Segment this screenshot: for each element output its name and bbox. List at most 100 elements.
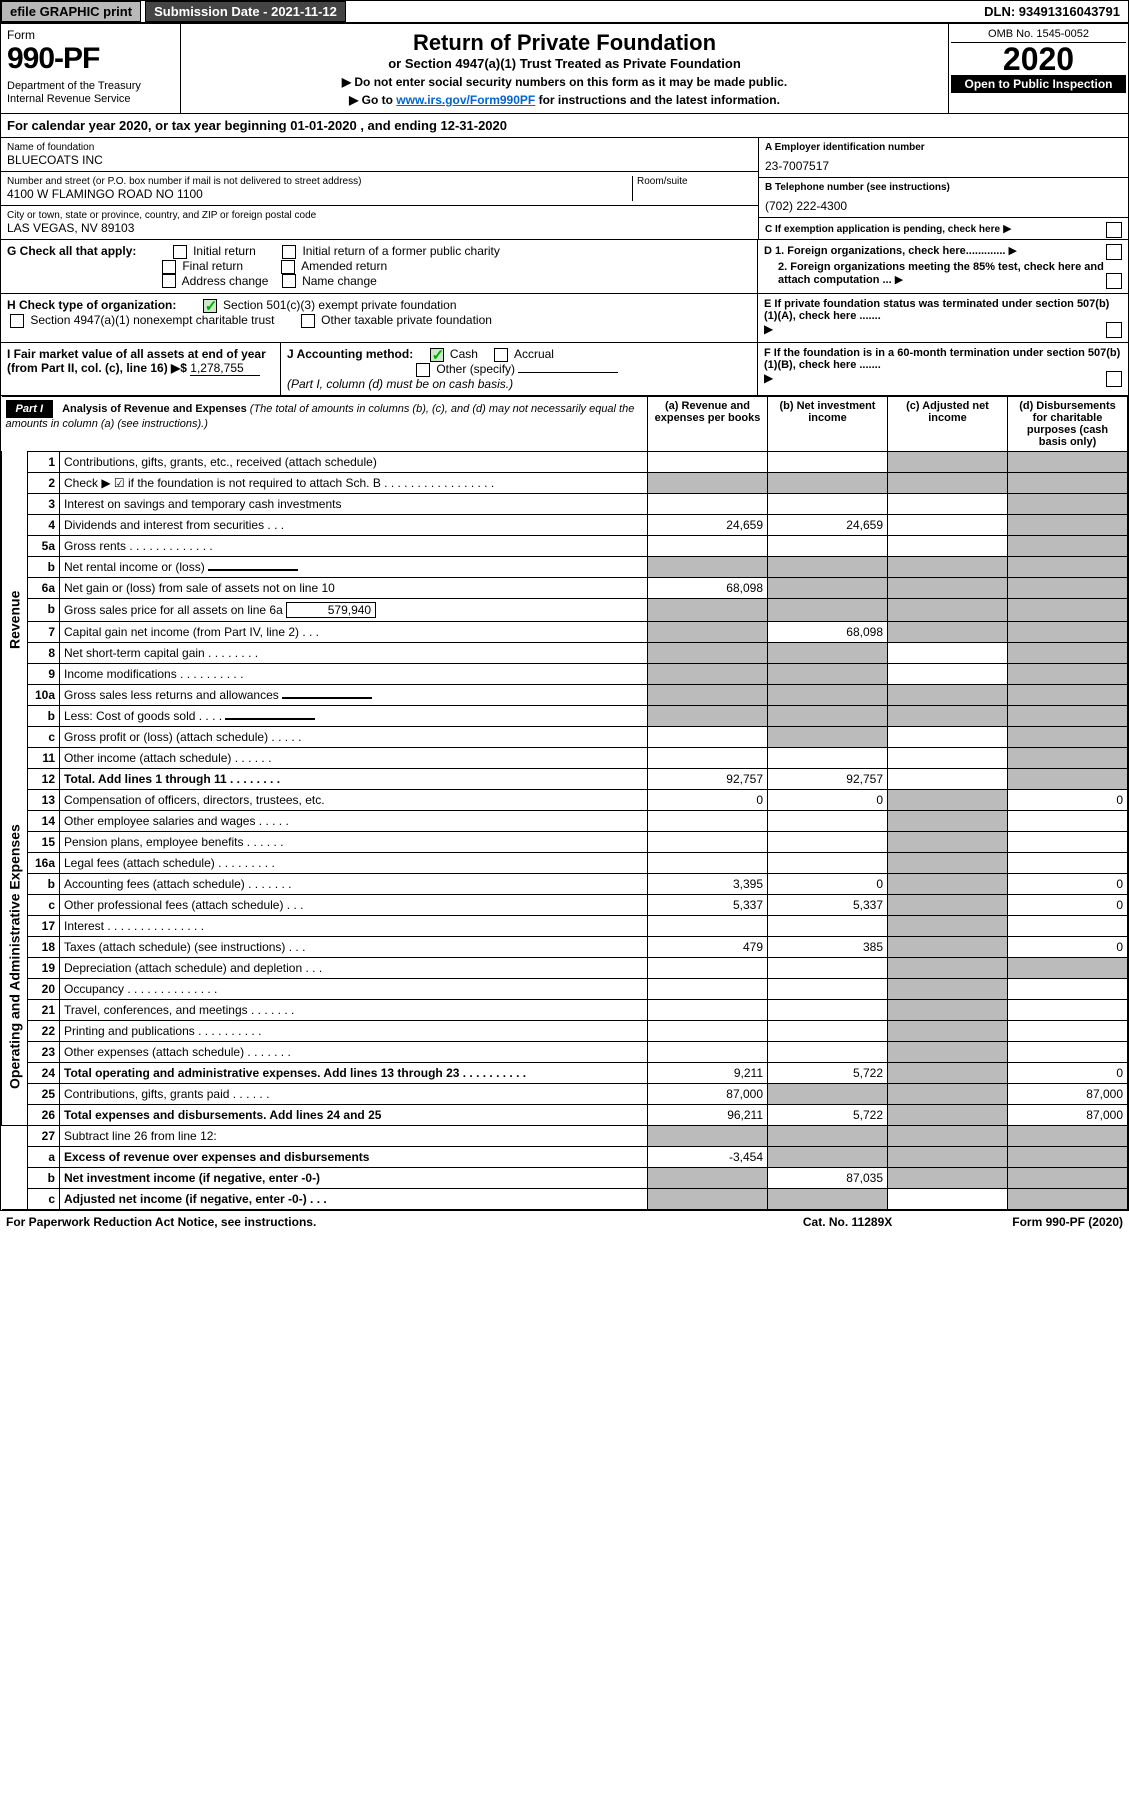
amount-cell (888, 852, 1008, 873)
amount-cell (648, 598, 768, 621)
amount-cell (888, 915, 1008, 936)
amount-cell (648, 556, 768, 577)
form-link[interactable]: www.irs.gov/Form990PF (396, 93, 535, 107)
tel-value: (702) 222-4300 (765, 199, 1122, 213)
j-accrual-checkbox[interactable] (494, 348, 508, 362)
f-checkbox[interactable] (1106, 371, 1122, 387)
amount-cell (1008, 1146, 1128, 1167)
amount-cell (888, 684, 1008, 705)
g-name-checkbox[interactable] (282, 274, 296, 288)
amount-cell: 24,659 (648, 514, 768, 535)
amount-cell (1008, 577, 1128, 598)
amount-cell: 5,337 (648, 894, 768, 915)
row-num: 4 (28, 514, 60, 535)
row-desc: Other income (attach schedule) . . . . .… (60, 747, 648, 768)
g-amended-checkbox[interactable] (281, 260, 295, 274)
amount-cell (888, 831, 1008, 852)
amount-cell (1008, 663, 1128, 684)
amount-cell (768, 556, 888, 577)
city-value: LAS VEGAS, NV 89103 (7, 221, 752, 235)
row-num: b (28, 598, 60, 621)
amount-cell (1008, 1125, 1128, 1146)
d2-checkbox[interactable] (1106, 273, 1122, 289)
amount-cell (888, 472, 1008, 493)
amount-cell (648, 663, 768, 684)
amount-cell (888, 577, 1008, 598)
amount-cell (1008, 472, 1128, 493)
amount-cell (1008, 493, 1128, 514)
amount-cell (888, 768, 1008, 789)
e-label: E If private foundation status was termi… (764, 298, 1122, 322)
row-num: 5a (28, 535, 60, 556)
d1-checkbox[interactable] (1106, 244, 1122, 260)
row-num: 12 (28, 768, 60, 789)
row-num: 21 (28, 999, 60, 1020)
amount-cell: 385 (768, 936, 888, 957)
amount-cell: 9,211 (648, 1062, 768, 1083)
h-other-checkbox[interactable] (301, 314, 315, 328)
j-cash-checkbox[interactable] (430, 348, 444, 362)
row-desc: Adjusted net income (if negative, enter … (60, 1188, 648, 1209)
amount-cell: 5,722 (768, 1104, 888, 1125)
e-checkbox[interactable] (1106, 322, 1122, 338)
submission-button[interactable]: Submission Date - 2021-11-12 (145, 1, 346, 22)
amount-cell: 0 (768, 873, 888, 894)
form-label: Form (7, 28, 174, 42)
row-desc: Subtract line 26 from line 12: (60, 1125, 648, 1146)
c-checkbox[interactable] (1106, 222, 1122, 238)
row-num: b (28, 1167, 60, 1188)
amount-cell (1008, 598, 1128, 621)
row-desc: Printing and publications . . . . . . . … (60, 1020, 648, 1041)
entity-info: Name of foundation BLUECOATS INC Number … (1, 138, 1128, 240)
row-num: b (28, 556, 60, 577)
efile-button[interactable]: efile GRAPHIC print (1, 1, 141, 22)
h-501c3-checkbox[interactable] (203, 299, 217, 313)
amount-cell (1008, 915, 1128, 936)
amount-cell (768, 852, 888, 873)
amount-cell (648, 1125, 768, 1146)
amount-cell (648, 915, 768, 936)
amount-cell (888, 1062, 1008, 1083)
amount-cell (768, 577, 888, 598)
amount-cell (888, 747, 1008, 768)
amount-cell (768, 451, 888, 472)
topbar: efile GRAPHIC print Submission Date - 20… (1, 1, 1128, 24)
amount-cell (1008, 642, 1128, 663)
g-address-checkbox[interactable] (162, 274, 176, 288)
amount-cell (768, 726, 888, 747)
amount-cell (888, 514, 1008, 535)
h-4947-checkbox[interactable] (10, 314, 24, 328)
amount-cell (888, 873, 1008, 894)
g-initial-checkbox[interactable] (173, 245, 187, 259)
j-other-checkbox[interactable] (416, 363, 430, 377)
form-title: Return of Private Foundation (187, 30, 942, 56)
amount-cell (1008, 726, 1128, 747)
amount-cell: 87,000 (1008, 1083, 1128, 1104)
amount-cell (888, 621, 1008, 642)
row-desc: Capital gain net income (from Part IV, l… (60, 621, 648, 642)
row-desc: Contributions, gifts, grants, etc., rece… (60, 451, 648, 472)
name-label: Name of foundation (7, 142, 752, 153)
row-num: 11 (28, 747, 60, 768)
instruction-2: ▶ Go to www.irs.gov/Form990PF for instru… (187, 93, 942, 107)
row-num: 23 (28, 1041, 60, 1062)
amount-cell: 0 (1008, 894, 1128, 915)
amount-cell (888, 598, 1008, 621)
g-former-checkbox[interactable] (282, 245, 296, 259)
amount-cell: 479 (648, 936, 768, 957)
g-label: G Check all that apply: (7, 244, 136, 258)
row-num: 9 (28, 663, 60, 684)
amount-cell (768, 663, 888, 684)
g-final-checkbox[interactable] (162, 260, 176, 274)
amount-cell (1008, 535, 1128, 556)
amount-cell: 0 (1008, 1062, 1128, 1083)
row-desc: Total operating and administrative expen… (60, 1062, 648, 1083)
col-d-header: (d) Disbursements for charitable purpose… (1008, 396, 1128, 451)
row-desc: Compensation of officers, directors, tru… (60, 789, 648, 810)
row-num: 22 (28, 1020, 60, 1041)
amount-cell (1008, 1041, 1128, 1062)
row-desc: Net investment income (if negative, ente… (60, 1167, 648, 1188)
foundation-name: BLUECOATS INC (7, 153, 752, 167)
row-num: 25 (28, 1083, 60, 1104)
row-desc: Net short-term capital gain . . . . . . … (60, 642, 648, 663)
